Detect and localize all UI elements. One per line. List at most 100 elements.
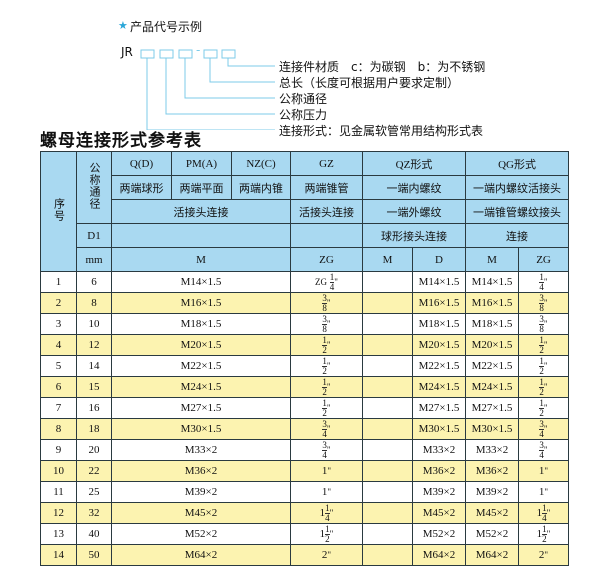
qz-m	[362, 334, 413, 356]
inch-mark: "	[543, 444, 548, 455]
row-number: 6	[40, 376, 77, 398]
zg-cell: 3 8 "	[290, 313, 363, 335]
star-icon: ★	[118, 19, 128, 32]
table-row: 7 16 M27×1.5 1 2 " M27×1.5 M27×1.5 1 2 "	[40, 397, 570, 419]
qg-m: M24×1.5	[465, 376, 520, 398]
nominal-diameter: 12	[76, 334, 112, 356]
inch-mark: "	[544, 550, 549, 560]
code-prefix: JR	[121, 45, 133, 59]
desc-union: 活接头连接	[111, 199, 291, 224]
desc-nz: 两端内锥	[231, 175, 291, 200]
qgzg-cell: 1 2 "	[518, 376, 570, 398]
table-row: 12 32 M45×2 1 1 4 " M45×2 M45×2 1 1 4 "	[40, 502, 570, 524]
zg-whole: 1	[321, 486, 328, 498]
zg-cell: 1"	[290, 481, 363, 503]
header-zg: ZG	[290, 247, 363, 272]
qz-m	[362, 523, 413, 545]
qgzg-cell: 3 8 "	[518, 313, 570, 335]
qgzg-cell: 3 4 "	[518, 418, 570, 440]
table-row: 9 20 M33×2 3 4 " M33×2 M33×2 3 4 "	[40, 439, 570, 461]
nominal-diameter: 8	[76, 292, 112, 314]
table-row: 4 12 M20×1.5 1 2 " M20×1.5 M20×1.5 1 2 "	[40, 334, 570, 356]
table-title: 螺母连接形式参考表	[40, 131, 202, 151]
qg-m: M14×1.5	[465, 271, 520, 293]
header-d1: D1	[76, 223, 112, 248]
table-row: 10 22 M36×2 1" M36×2 M36×2 1"	[40, 460, 570, 482]
qz-d: M18×1.5	[411, 313, 467, 335]
desc-qg: 一端内螺纹活接头	[465, 175, 570, 200]
zg-whole: 1	[319, 506, 326, 519]
qz-m	[362, 460, 413, 482]
qz-m	[362, 355, 413, 377]
nominal-diameter: 32	[76, 502, 112, 524]
header-qz: QZ形式	[361, 151, 467, 176]
zg-cell: 2"	[290, 544, 363, 566]
inch-mark: "	[543, 297, 548, 308]
inch-mark: "	[543, 402, 548, 413]
qz-d: M52×2	[411, 523, 467, 545]
qz-d: M16×1.5	[411, 292, 467, 314]
nominal-diameter: 14	[76, 355, 112, 377]
thread-m: M24×1.5	[111, 376, 291, 398]
inch-mark: "	[326, 381, 331, 392]
zg-cell: 1 1 4 "	[290, 502, 363, 524]
qz-d: M27×1.5	[411, 397, 467, 419]
qgzg-cell: 1 1 4 "	[518, 502, 570, 524]
inch-mark: "	[329, 528, 334, 539]
qz-d: M14×1.5	[411, 271, 467, 293]
qgzg-cell: 1 2 "	[518, 397, 570, 419]
nominal-diameter: 50	[76, 544, 112, 566]
qg-m: M16×1.5	[465, 292, 520, 314]
table-row: 14 50 M64×2 2" M64×2 M64×2 2"	[40, 544, 570, 566]
table-row: 11 25 M39×2 1" M39×2 M39×2 1"	[40, 481, 570, 503]
inch-mark: "	[326, 402, 331, 413]
qgzg-cell: 2"	[518, 544, 570, 566]
header-qz-m: M	[362, 247, 413, 272]
nominal-diameter: 10	[76, 313, 112, 335]
qz-d: M64×2	[411, 544, 467, 566]
zg-whole: 1	[321, 465, 328, 477]
zg-whole: 2	[538, 549, 545, 561]
inch-mark: "	[543, 423, 548, 434]
header-qg-m: M	[465, 247, 520, 272]
label-length: 总长（长度可根据用户要求定制）	[279, 76, 460, 90]
desc-qg-3: 连接	[465, 223, 570, 248]
qz-d: M20×1.5	[411, 334, 467, 356]
nominal-diameter: 22	[76, 460, 112, 482]
row-number: 13	[40, 523, 77, 545]
table-row: 3 10 M18×1.5 3 8 " M18×1.5 M18×1.5 3 8 "	[40, 313, 570, 335]
zg-cell: ZG 1 4 "	[290, 271, 363, 293]
label-nominal-diameter: 公称通径	[279, 92, 328, 106]
thread-m: M14×1.5	[111, 271, 291, 293]
thread-m: M33×2	[111, 439, 291, 461]
label-nominal-pressure: 公称压力	[279, 108, 328, 122]
qgzg-cell: 1 4 "	[518, 271, 570, 293]
zg-cell: 1 2 "	[290, 355, 363, 377]
qgzg-cell: 1"	[518, 460, 570, 482]
inch-mark: "	[546, 528, 551, 539]
qz-m	[362, 502, 413, 524]
qg-m: M18×1.5	[465, 313, 520, 335]
qg-m: M36×2	[465, 460, 520, 482]
inch-mark: "	[327, 487, 332, 497]
table-row: 5 14 M22×1.5 1 2 " M22×1.5 M22×1.5 1 2 "	[40, 355, 570, 377]
zg-cell: 1 2 "	[290, 334, 363, 356]
qz-d: M33×2	[411, 439, 467, 461]
desc-qg-2: 一端锥管螺纹接头	[465, 199, 570, 224]
row-number: 9	[40, 439, 77, 461]
